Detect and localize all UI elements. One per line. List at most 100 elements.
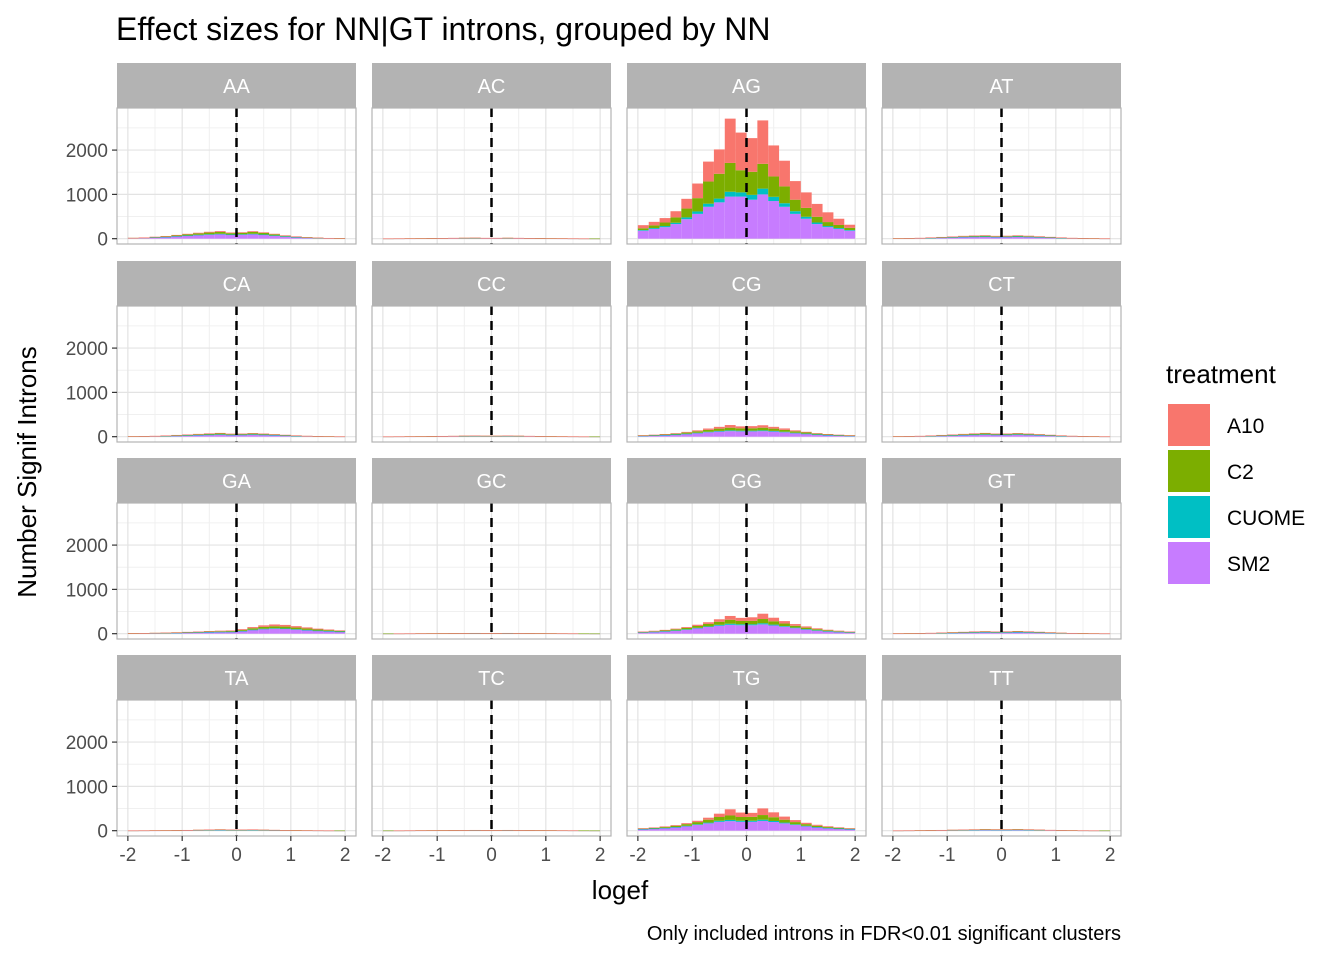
bar-a10: [914, 237, 926, 239]
bar-a10: [1099, 238, 1111, 240]
bar-c2: [1034, 236, 1045, 238]
bar-a10: [502, 829, 514, 831]
bar-c2: [746, 816, 758, 821]
bar-a10: [480, 633, 492, 634]
bar-cuome: [990, 236, 1002, 238]
bar-c2: [258, 232, 270, 235]
y-tick-label: 0: [97, 625, 108, 646]
bar-sm2: [648, 828, 660, 831]
bar-a10: [567, 436, 579, 438]
bar-c2: [979, 235, 991, 237]
bars: [892, 631, 1111, 635]
bar-cuome: [1023, 829, 1035, 831]
bar-a10: [979, 631, 991, 632]
bar-cuome: [258, 434, 270, 436]
bar-a10: [979, 432, 991, 434]
bar-a10: [1012, 235, 1024, 236]
bar-c2: [789, 431, 801, 433]
bar-a10: [247, 231, 259, 232]
bar-a10: [1044, 434, 1056, 436]
bar-cuome: [746, 194, 758, 200]
bar-sm2: [659, 631, 671, 634]
bar-sm2: [1044, 237, 1056, 239]
bar-sm2: [1012, 434, 1024, 437]
bar-a10: [936, 434, 948, 436]
bar-a10: [578, 238, 590, 240]
bar-a10: [1088, 633, 1100, 634]
bar-sm2: [269, 628, 280, 634]
bar-cuome: [279, 628, 291, 630]
bar-a10: [323, 436, 335, 437]
facet-panel-tg: TG: [626, 655, 867, 837]
bar-cuome: [681, 217, 693, 220]
bar-a10: [692, 430, 704, 432]
bar-a10: [534, 436, 546, 437]
bar-cuome: [670, 827, 682, 828]
bar-c2: [1023, 631, 1035, 633]
bar-a10: [469, 829, 481, 831]
legend-label: A10: [1227, 415, 1264, 438]
bar-sm2: [160, 236, 172, 239]
bar-a10: [1044, 829, 1056, 831]
bar-cuome: [958, 434, 969, 436]
bar-a10: [513, 830, 525, 831]
bar-a10: [822, 434, 834, 435]
bar-a10: [458, 237, 470, 239]
bar-sm2: [1034, 435, 1045, 437]
bar-a10: [556, 238, 568, 239]
bar-a10: [659, 826, 671, 828]
bar-cuome: [958, 236, 969, 238]
bar-a10: [1012, 631, 1024, 632]
bar-a10: [469, 435, 481, 437]
bar-sm2: [746, 821, 758, 831]
facet-panel-ga: GA: [116, 458, 357, 640]
bar-c2: [757, 427, 769, 431]
bar-sm2: [844, 632, 856, 634]
bar-sm2: [703, 206, 714, 239]
bar-a10: [659, 434, 671, 435]
bar-c2: [578, 633, 590, 635]
bar-a10: [892, 238, 904, 239]
x-tick-label: 0: [996, 845, 1007, 866]
x-axes: -2 -1 0 1 2 -2 -1 0 1 2 -2 -1 0 1 2 -2 -1 0 1 2: [119, 836, 1115, 866]
bar-sm2: [779, 626, 790, 634]
bar-cuome: [290, 237, 302, 238]
bar-a10: [290, 435, 302, 436]
bar-a10: [692, 624, 704, 626]
bar-c2: [789, 625, 801, 628]
bar-sm2: [236, 631, 248, 634]
bar-a10: [903, 436, 915, 437]
bar-a10: [491, 633, 503, 634]
x-tick-label: 2: [850, 845, 861, 866]
bar-a10: [800, 626, 812, 628]
bar-a10: [1023, 829, 1035, 830]
bar-sm2: [703, 432, 714, 437]
facet-strip: [627, 458, 866, 503]
x-tick-label: -1: [174, 845, 191, 866]
bar-cuome: [269, 235, 280, 237]
bar-a10: [648, 630, 660, 632]
panel-border: [371, 305, 612, 443]
bar-a10: [892, 436, 904, 437]
bar-a10: [524, 633, 535, 634]
bar-a10: [279, 624, 291, 627]
bar-cuome: [160, 236, 172, 238]
bar-c2: [247, 433, 259, 435]
facet-strip: [117, 63, 356, 108]
bar-sm2: [724, 624, 736, 634]
bar-cuome: [789, 211, 801, 214]
bar-sm2: [800, 433, 812, 437]
bar-c2: [269, 626, 280, 629]
bar-c2: [1001, 236, 1013, 237]
bar-sm2: [692, 433, 704, 437]
bar-a10: [236, 232, 248, 233]
facet-strip: [372, 261, 611, 306]
bar-a10: [1077, 436, 1089, 437]
bar-a10: [149, 435, 161, 437]
bar-cuome: [768, 820, 780, 823]
bar-c2: [822, 434, 834, 436]
bar-a10: [1099, 633, 1111, 635]
bar-a10: [903, 633, 915, 634]
bar-c2: [703, 181, 714, 204]
bar-a10: [323, 629, 335, 631]
